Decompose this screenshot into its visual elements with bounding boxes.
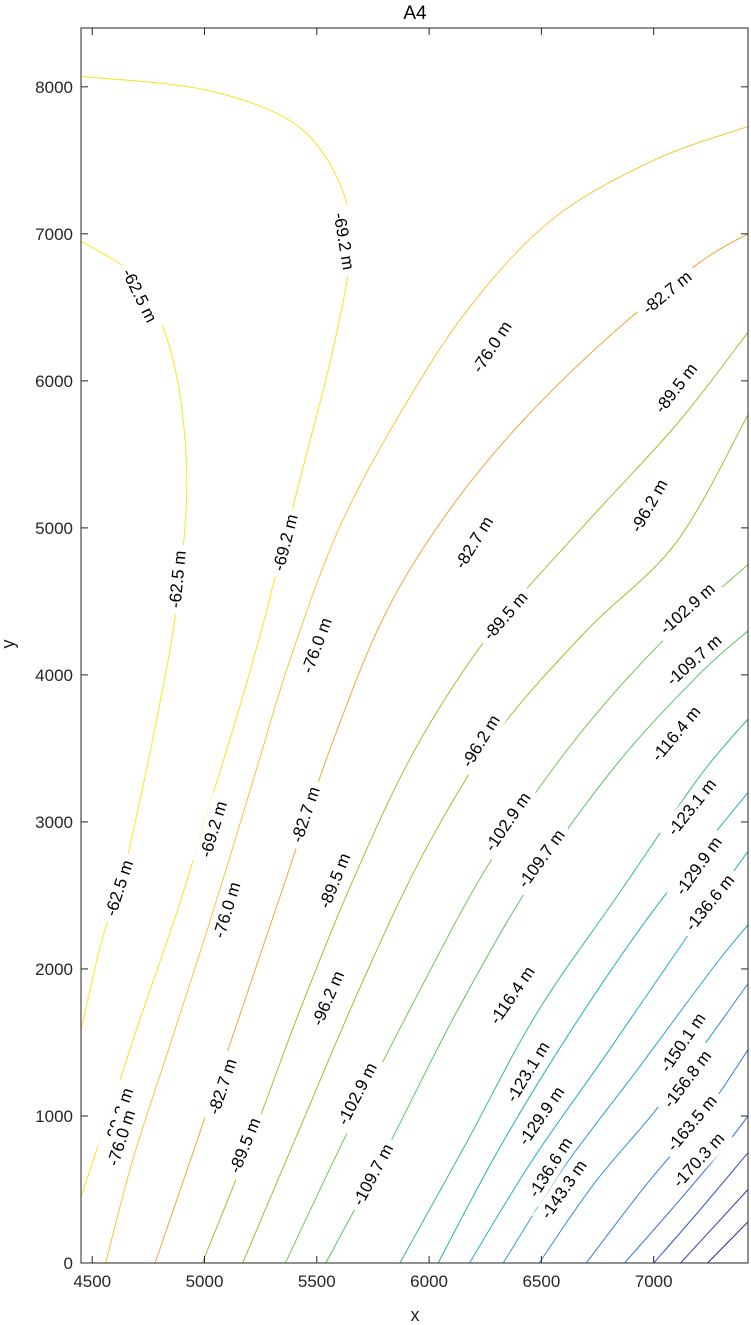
- contour-line: [653, 1152, 748, 1263]
- contour-label-text: -102.9 m: [481, 789, 535, 855]
- y-tick-label: 2000: [35, 960, 73, 979]
- contour-line: [707, 1221, 748, 1263]
- x-tick-label: 5500: [298, 1272, 336, 1291]
- contour-label: -116.4 m: [480, 956, 544, 1035]
- x-tick-label: 4500: [73, 1272, 111, 1291]
- contour-label-text: -76.0 m: [468, 318, 515, 377]
- x-tick-label: 6000: [410, 1272, 448, 1291]
- x-tick-label: 7000: [635, 1272, 673, 1291]
- plot-area: -62.5 m -62.5 m -62.5 m -69.2 m -69.2 m -69.2…: [81, 76, 748, 1263]
- contour-label-text: -89.5 m: [479, 588, 531, 644]
- contour-line: [201, 331, 748, 1263]
- axes-box: [80, 27, 749, 1264]
- contour-label-text: -69.2 m: [196, 799, 231, 860]
- contour-label-text: -62.5 m: [101, 858, 137, 919]
- contour-label: -62.5 m: [113, 259, 165, 333]
- contour-label-text: -109.7 m: [663, 631, 726, 690]
- y-tick-label: 7000: [35, 225, 73, 244]
- contour-label: -82.7 m: [200, 1049, 245, 1124]
- contour-label-text: -82.7 m: [639, 267, 696, 318]
- contour-label: -76.0 m: [294, 608, 340, 683]
- y-tick-label: 8000: [35, 78, 73, 97]
- contour-label-text: -76.0 m: [209, 880, 244, 941]
- contour-label-text: -89.5 m: [225, 1115, 264, 1176]
- y-tick-label: 3000: [35, 813, 73, 832]
- chart-title: A4: [403, 3, 427, 24]
- contour-label: -109.7 m: [344, 1134, 402, 1216]
- contour-label: -109.7 m: [509, 820, 574, 898]
- contour-line: [399, 718, 748, 1263]
- contour-label: -96.2 m: [453, 705, 509, 777]
- contour-line: [680, 1189, 748, 1263]
- contour-label-text: -82.7 m: [287, 784, 323, 845]
- contour-label: -69.2 m: [266, 505, 305, 580]
- y-tick-label: 0: [64, 1254, 73, 1273]
- contour-label-text: -116.4 m: [486, 963, 539, 1028]
- contour-label: -89.5 m: [645, 353, 707, 423]
- contour-label: -102.9 m: [329, 1053, 386, 1135]
- contour-line: [624, 1115, 748, 1263]
- contour-label-text: -76.0 m: [298, 615, 336, 676]
- y-tick-label: 4000: [35, 666, 73, 685]
- contour-label: -96.2 m: [304, 961, 352, 1036]
- contour-line: [81, 240, 188, 1031]
- contour-label-text: -82.7 m: [204, 1056, 240, 1117]
- contour-label-text: -62.5 m: [118, 266, 161, 326]
- contour-label: -89.5 m: [474, 582, 537, 650]
- contour-label-text: -116.4 m: [648, 702, 705, 765]
- contour-label: -89.5 m: [311, 843, 359, 918]
- contour-label: -76.0 m: [206, 873, 248, 947]
- contour-label: -69.2 m: [327, 204, 361, 278]
- y-tick-label: 6000: [35, 372, 73, 391]
- contour-line: [242, 414, 748, 1263]
- contour-label: -69.2 m: [192, 792, 235, 867]
- contour-label: -82.7 m: [632, 261, 702, 324]
- y-tick-label: 1000: [35, 1107, 73, 1126]
- x-tick-label: 5000: [186, 1272, 224, 1291]
- y-axis-label: y: [0, 640, 18, 649]
- contour-line: [538, 983, 748, 1263]
- contour-label-text: -69.2 m: [269, 512, 302, 573]
- contour-label: -116.4 m: [642, 696, 711, 772]
- contour-label-text: -89.5 m: [315, 850, 354, 911]
- contour-label: -62.5 m: [97, 851, 141, 925]
- contour-label-text: -109.7 m: [514, 826, 569, 891]
- contour-label: -82.7 m: [283, 777, 328, 852]
- y-tick-label: 5000: [35, 519, 73, 538]
- contour-label-text: -96.2 m: [308, 968, 348, 1028]
- contour-line: [105, 126, 748, 1263]
- axes: 4500 5000 5500 6000 6500 7000 0 1000 2000 3000 400…: [35, 27, 749, 1291]
- contour-label-text: -102.9 m: [656, 579, 719, 638]
- contour-label-text: -109.7 m: [349, 1141, 397, 1209]
- x-axis-label: x: [411, 1305, 420, 1325]
- contour-label-text: -89.5 m: [651, 360, 701, 417]
- contour-label: -102.9 m: [476, 782, 540, 861]
- contour-label: -62.5 m: [163, 543, 192, 616]
- contour-label: -82.7 m: [446, 506, 502, 579]
- contour-label: -76.0 m: [463, 311, 521, 383]
- contour-label: -89.5 m: [221, 1108, 269, 1183]
- contour-label: -96.2 m: [622, 469, 677, 542]
- contour-line: [585, 1049, 748, 1263]
- x-tick-label: 6500: [522, 1272, 560, 1291]
